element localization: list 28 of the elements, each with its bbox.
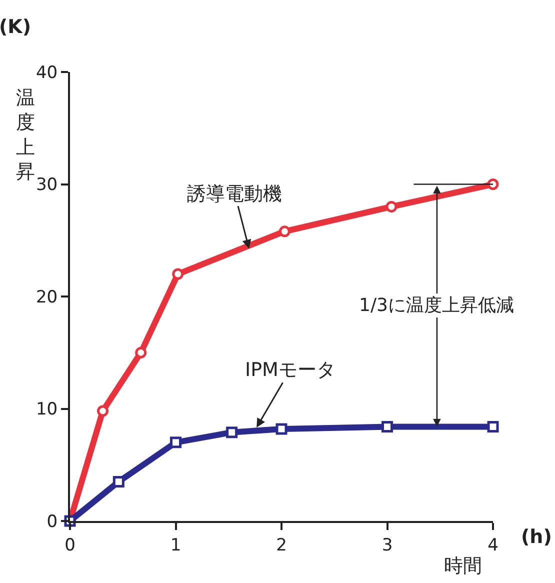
- text: (K): [0, 16, 32, 38]
- point: [170, 436, 182, 448]
- annotation: IPMモータ: [245, 359, 336, 381]
- point: [112, 476, 124, 488]
- point: [97, 405, 109, 417]
- point: [382, 420, 393, 432]
- x-tick-label: 3: [382, 535, 393, 556]
- annotation: 1/3に温度上昇低減: [359, 295, 514, 316]
- point: [278, 226, 290, 238]
- annotation: 誘導電動機: [187, 183, 282, 205]
- x-tick-label: 1: [170, 535, 182, 556]
- point: [487, 420, 499, 432]
- y-axis-title: 温度上昇: [16, 87, 35, 184]
- y-tick-label: 20: [36, 287, 58, 308]
- point: [135, 346, 147, 358]
- y-tick-label: 40: [36, 62, 58, 83]
- y-tick-label: 30: [36, 175, 58, 196]
- y-tick-label: 0: [46, 512, 58, 532]
- y-tick-label: 10: [36, 400, 58, 420]
- text: (h): [521, 526, 552, 548]
- point: [276, 423, 288, 435]
- x-tick-label: 0: [64, 535, 76, 556]
- point: [226, 426, 238, 438]
- x-axis-title: 時間: [444, 555, 482, 577]
- point: [172, 268, 184, 280]
- point: [386, 200, 398, 212]
- x-tick-label: 4: [488, 535, 498, 556]
- x-tick-label: 2: [276, 535, 287, 556]
